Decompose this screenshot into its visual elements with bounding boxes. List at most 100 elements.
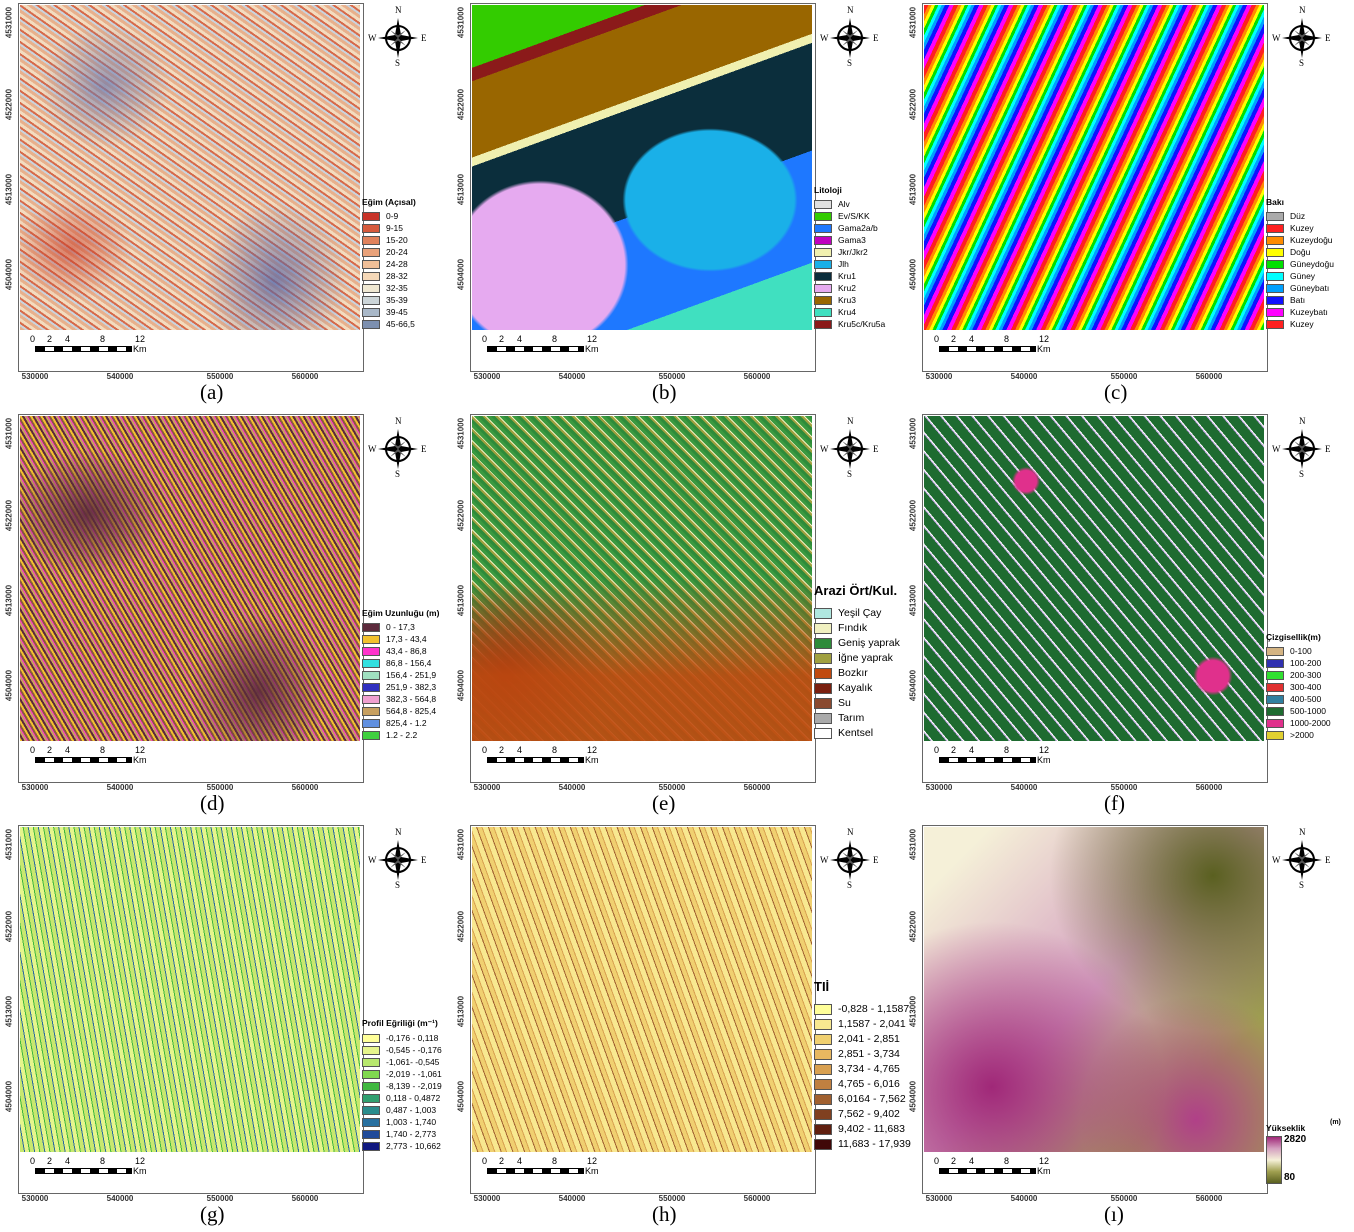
legend-swatch (814, 1094, 832, 1105)
legend-label: 35-39 (386, 295, 408, 305)
scale-label: 0 (934, 745, 939, 755)
legend-swatch (814, 308, 832, 317)
legend-item: Tarım (814, 711, 900, 726)
compass-letter: N (1299, 5, 1306, 15)
legend-label: Kuzeybatı (1290, 307, 1328, 317)
legend-label: Bozkır (838, 667, 868, 679)
legend: Çizgisellik(m)0-100100-200200-300300-400… (1266, 632, 1331, 741)
caption: (c) (1104, 380, 1127, 405)
compass: NSWE (368, 416, 428, 478)
legend: Eğim Uzunluğu (m)0 - 17,317,3 - 43,443,4… (362, 608, 439, 741)
x-tick-label: 560000 (1189, 1194, 1229, 1203)
legend-item: -8,139 - -2,019 (362, 1080, 442, 1092)
scale-label: 4 (969, 334, 974, 344)
legend-swatch (362, 1046, 380, 1055)
legend-label: Alv (838, 199, 850, 209)
legend-label: Geniş yaprak (838, 637, 900, 649)
legend-swatch (362, 1106, 380, 1115)
legend-item: -0,828 - 1,1587 (814, 1002, 911, 1017)
legend-swatch (814, 1034, 832, 1045)
legend-item: 400-500 (1266, 693, 1331, 705)
legend-title: Arazi Ört/Kul. (814, 583, 900, 598)
legend-swatch (1266, 260, 1284, 269)
scale-bar (939, 346, 1036, 352)
legend-label: 1.2 - 2.2 (386, 730, 417, 740)
scale-label: 8 (100, 1156, 105, 1166)
scale-label: 4 (969, 1156, 974, 1166)
legend-swatch (1266, 308, 1284, 317)
legend-label: 1000-2000 (1290, 718, 1331, 728)
compass-letter: W (1272, 444, 1281, 454)
compass-letter: N (847, 827, 854, 837)
legend-swatch (362, 1094, 380, 1103)
legend-label: Güneydoğu (1290, 259, 1334, 269)
legend-item: 3,734 - 4,765 (814, 1062, 911, 1077)
compass: NSWE (1272, 827, 1332, 889)
x-tick-label: 540000 (552, 372, 592, 381)
legend-label: Jlh (838, 259, 849, 269)
x-tick-label: 560000 (285, 1194, 325, 1203)
legend-item: Kru4 (814, 306, 885, 318)
y-tick-label: 4531000 (457, 409, 466, 459)
scale-bar (939, 757, 1036, 763)
compass-letter: N (1299, 416, 1306, 426)
y-tick-label: 4504000 (909, 661, 918, 711)
y-tick-label: 4531000 (457, 820, 466, 870)
scale-label: 0 (482, 334, 487, 344)
scale-label: 12 (587, 745, 597, 755)
compass-letter: N (395, 5, 402, 15)
legend-label: 1,003 - 1,740 (386, 1117, 436, 1127)
scale-unit: Km (1037, 755, 1051, 765)
legend-swatch (1266, 212, 1284, 221)
legend-swatch (1266, 695, 1284, 704)
compass-letter: S (1299, 58, 1304, 68)
x-tick-label: 530000 (919, 372, 959, 381)
map-panel: 4531000452200045130004504000530000540000… (452, 0, 902, 410)
legend-swatch (362, 248, 380, 257)
ramp-min: 80 (1284, 1172, 1295, 1183)
y-tick-label: 4504000 (5, 250, 14, 300)
scale-unit: Km (585, 1166, 599, 1176)
legend-item: Jkr/Jkr2 (814, 246, 885, 258)
compass-letter: E (873, 855, 879, 865)
legend-label: Güney (1290, 271, 1315, 281)
legend-label: Ev/S/KK (838, 211, 870, 221)
legend-label: Doğu (1290, 247, 1310, 257)
legend-item: 100-200 (1266, 657, 1331, 669)
legend-item: 382,3 - 564,8 (362, 693, 439, 705)
legend-item: Geniş yaprak (814, 636, 900, 651)
y-tick-label: 4504000 (457, 1072, 466, 1122)
legend-item: 200-300 (1266, 669, 1331, 681)
compass: NSWE (1272, 416, 1332, 478)
legend-label: -0,828 - 1,1587 (838, 1003, 909, 1015)
legend-item: 9,402 - 11,683 (814, 1122, 911, 1137)
legend-item: 7,562 - 9,402 (814, 1107, 911, 1122)
legend-swatch (814, 1109, 832, 1120)
map-panel: 4531000452200045130004504000530000540000… (0, 411, 450, 821)
scale-label: 0 (482, 745, 487, 755)
legend-swatch (362, 308, 380, 317)
legend-label: 17,3 - 43,4 (386, 634, 427, 644)
y-tick-label: 4522000 (457, 491, 466, 541)
legend-title: TIİ (814, 979, 911, 994)
x-tick-label: 560000 (737, 1194, 777, 1203)
legend-swatch (814, 1049, 832, 1060)
scale-label: 2 (47, 745, 52, 755)
legend-item: Batı (1266, 294, 1334, 306)
legend-swatch (814, 320, 832, 329)
legend-item: 24-28 (362, 258, 416, 270)
legend-label: 32-35 (386, 283, 408, 293)
map-image (924, 5, 1264, 330)
legend-swatch (362, 212, 380, 221)
compass-letter: S (847, 58, 852, 68)
legend-swatch (814, 638, 832, 649)
legend-label: Kayalık (838, 682, 872, 694)
caption: (a) (200, 380, 223, 405)
legend-label: 20-24 (386, 247, 408, 257)
legend-label: 0,487 - 1,003 (386, 1105, 436, 1115)
legend-swatch (814, 653, 832, 664)
legend-swatch (1266, 671, 1284, 680)
